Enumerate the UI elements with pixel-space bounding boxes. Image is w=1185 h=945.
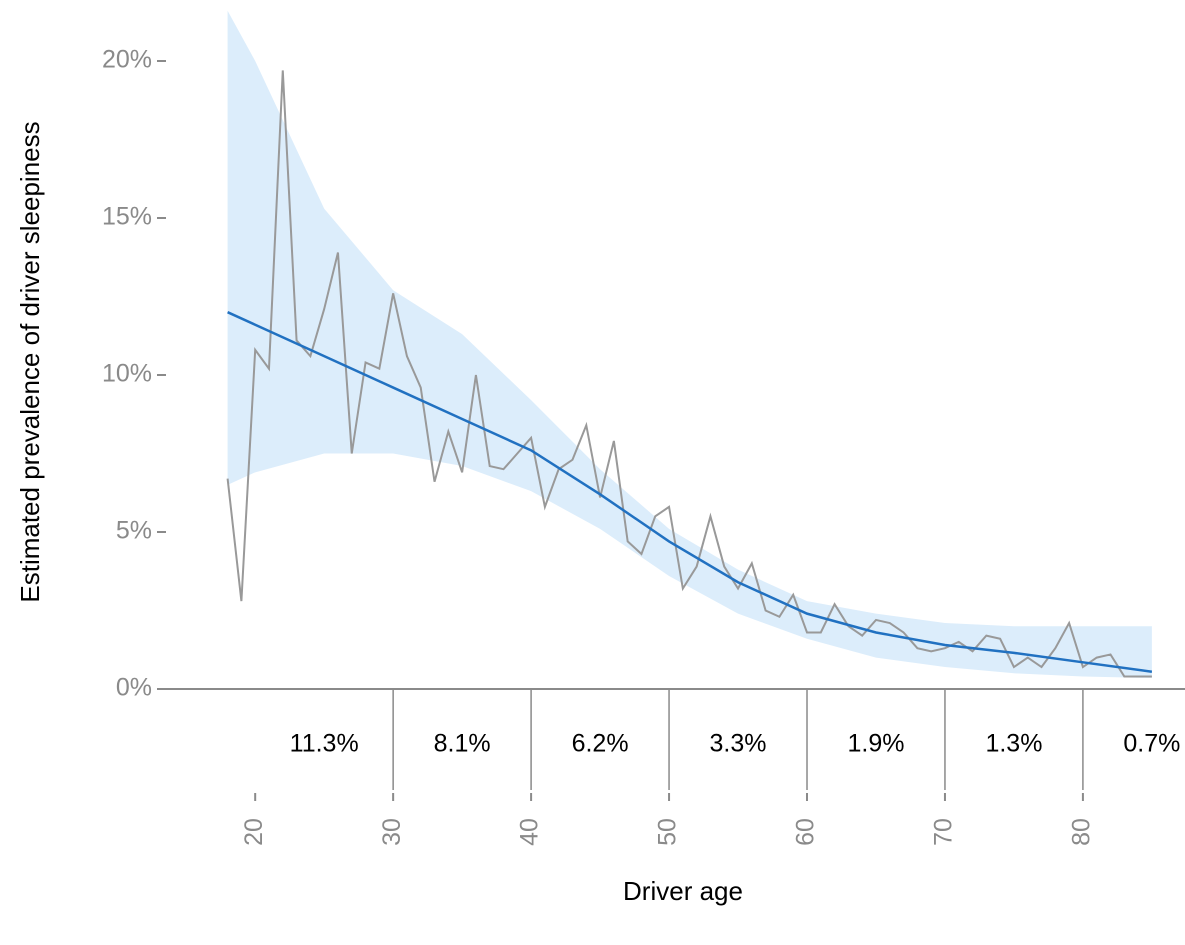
group-value-label: 11.3% <box>290 730 359 758</box>
x-tick-label: 80 <box>1068 818 1096 846</box>
group-value-label: 0.7% <box>1123 730 1180 758</box>
group-value-label: 6.2% <box>572 730 629 758</box>
group-value-label: 8.1% <box>434 730 491 758</box>
x-tick-label: 60 <box>792 818 820 846</box>
x-axis-title: Driver age <box>623 876 743 906</box>
y-tick-label: 15% <box>102 203 152 231</box>
group-value-label: 1.3% <box>985 730 1042 758</box>
x-tick-label: 50 <box>654 818 682 846</box>
y-axis-title: Estimated prevalence of driver sleepines… <box>15 121 45 602</box>
y-tick-label: 10% <box>102 360 152 388</box>
x-tick-label: 40 <box>516 818 544 846</box>
confidence-band <box>227 10 1152 679</box>
y-tick-label: 5% <box>116 517 152 545</box>
group-value-label: 1.9% <box>847 730 904 758</box>
x-tick-label: 70 <box>930 818 958 846</box>
x-tick-label: 30 <box>378 818 406 846</box>
group-value-label: 3.3% <box>710 730 767 758</box>
x-tick-label: 20 <box>240 818 268 846</box>
observed-line <box>226 70 1152 678</box>
fit-line <box>227 311 1153 673</box>
y-tick-label: 0% <box>116 674 152 702</box>
y-tick-label: 20% <box>102 46 152 74</box>
